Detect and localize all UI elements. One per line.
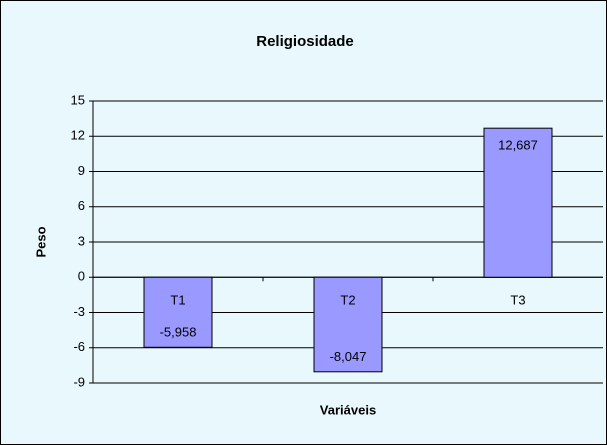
x-tick-label: T2 — [340, 293, 355, 308]
data-label: -8,047 — [330, 349, 367, 364]
x-axis-label: Variáveis — [320, 402, 376, 417]
data-label: -5,958 — [160, 325, 197, 340]
y-axis-label: Peso — [33, 226, 48, 257]
x-tick-label: T3 — [510, 293, 525, 308]
y-tick-label: 15 — [71, 92, 85, 107]
bar — [143, 276, 213, 348]
y-tick-label: 3 — [78, 233, 85, 248]
x-tick-label: T1 — [170, 293, 185, 308]
y-tick-label: -6 — [73, 339, 85, 354]
y-tick-label: -3 — [73, 304, 85, 319]
chart-title: Religiosidade — [256, 33, 354, 50]
y-tick-label: 12 — [71, 128, 85, 143]
y-tick-label: -9 — [73, 374, 85, 389]
bar — [313, 276, 383, 373]
y-tick-label: 6 — [78, 198, 85, 213]
bar — [483, 127, 553, 278]
y-tick-label: 0 — [78, 269, 85, 284]
y-tick-label: 9 — [78, 163, 85, 178]
data-label: 12,687 — [498, 138, 538, 153]
